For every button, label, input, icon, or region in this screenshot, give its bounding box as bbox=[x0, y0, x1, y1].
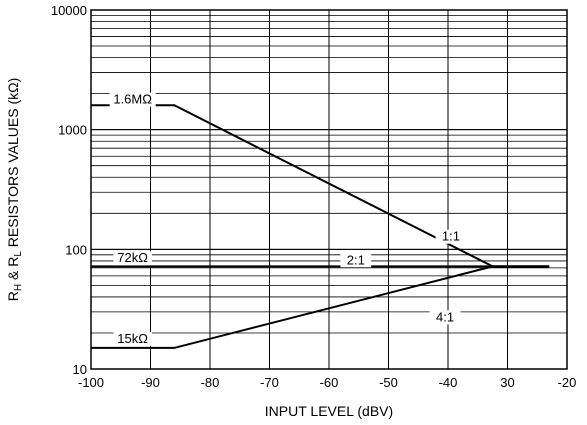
x-tick-label: -80 bbox=[201, 375, 220, 390]
y-axis-label-part: L bbox=[13, 251, 24, 257]
plot-frame bbox=[90, 9, 568, 370]
y-axis-label: RH & RL RESISTORS VALUES (kΩ) bbox=[5, 78, 24, 301]
annotation: 1.6MΩ bbox=[109, 92, 156, 107]
x-tick-label: -50 bbox=[379, 375, 398, 390]
series-line-3 bbox=[91, 265, 550, 349]
y-axis-label-part: R bbox=[5, 291, 21, 301]
x-tick-label: -90 bbox=[141, 375, 160, 390]
y-tick-label: 100 bbox=[65, 242, 87, 257]
annotation-bg bbox=[109, 92, 156, 107]
annotation-bg bbox=[429, 310, 461, 325]
y-tick-label: 10000 bbox=[51, 3, 87, 18]
y-axis-label-part: H bbox=[13, 284, 24, 291]
annotation: 2:1 bbox=[340, 252, 372, 268]
x-tick-label: -40 bbox=[439, 375, 458, 390]
y-tick-label: 10 bbox=[73, 362, 87, 377]
annotation: 4:1 bbox=[429, 309, 461, 325]
x-tick-label: -60 bbox=[320, 375, 339, 390]
y-axis-label-part: RESISTORS VALUES (kΩ) bbox=[5, 78, 21, 251]
x-tick-labels: -100 -90 -80 -70 -60 -50 -40 30 -20 bbox=[78, 375, 576, 390]
annotation-layer: 1.6MΩ 72kΩ 15kΩ 1:1 2:1 4:1 bbox=[109, 92, 467, 346]
annotation-bg bbox=[435, 229, 467, 244]
grid bbox=[90, 9, 568, 370]
annotation-label: 2:1 bbox=[347, 252, 365, 267]
annotation-bg bbox=[113, 331, 152, 346]
y-tick-label: 1000 bbox=[58, 123, 87, 138]
annotation-bg bbox=[340, 253, 372, 268]
annotation: 15kΩ bbox=[113, 331, 152, 346]
x-tick-label: 30 bbox=[500, 375, 514, 390]
annotation: 1:1 bbox=[435, 229, 467, 244]
y-axis-label-part: & R bbox=[5, 257, 21, 284]
annotation-label: 1.6MΩ bbox=[113, 92, 152, 107]
annotation: 72kΩ bbox=[113, 250, 152, 266]
x-tick-label: -100 bbox=[78, 375, 104, 390]
x-axis-label: INPUT LEVEL (dBV) bbox=[265, 403, 393, 419]
y-tick-labels: 10 100 1000 10000 bbox=[51, 3, 87, 377]
annotation-label: 15kΩ bbox=[117, 331, 148, 346]
annotation-label: 4:1 bbox=[436, 309, 454, 324]
annotation-label: 72kΩ bbox=[117, 250, 148, 265]
annotation-label: 1:1 bbox=[442, 229, 460, 244]
x-tick-label: -20 bbox=[558, 375, 577, 390]
annotation-bg bbox=[113, 251, 152, 266]
x-tick-label: -70 bbox=[260, 375, 279, 390]
